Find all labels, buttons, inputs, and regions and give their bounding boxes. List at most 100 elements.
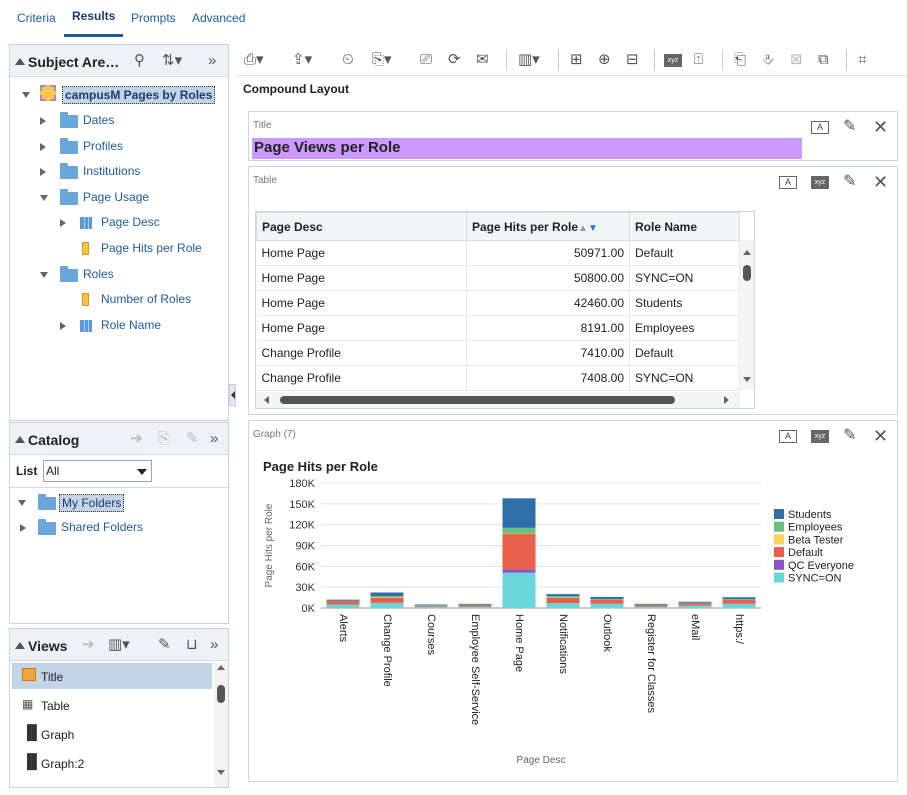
column-header-page-desc[interactable]: Page Desc xyxy=(256,212,467,241)
catalog-list-select[interactable]: All xyxy=(43,460,152,482)
x-tick-label: https:/ xyxy=(733,614,745,645)
subject-areas-title: Subject Are… xyxy=(28,54,120,70)
expand-icon[interactable] xyxy=(40,117,46,125)
edit-layout-icon[interactable]: ⎗ xyxy=(734,51,747,68)
expand-icon[interactable] xyxy=(20,524,26,532)
expand-menu-icon[interactable]: » xyxy=(210,636,219,653)
graph-settings-icon[interactable]: ⌗ xyxy=(858,51,867,68)
collapse-icon[interactable] xyxy=(40,272,48,278)
scroll-thumb[interactable] xyxy=(217,685,225,703)
export-icon[interactable]: ⇪▾ xyxy=(292,51,313,68)
refresh-icon[interactable]: ⟳ xyxy=(448,51,461,68)
xyz-icon[interactable]: xyz xyxy=(811,430,829,443)
print-icon[interactable]: ⎙▾ xyxy=(244,51,264,68)
search-icon[interactable]: ⚲ xyxy=(134,52,145,69)
table-horizontal-scrollbar[interactable] xyxy=(256,392,740,408)
pencil-icon[interactable]: ✎ xyxy=(158,636,171,653)
views-scrollbar[interactable] xyxy=(214,663,228,787)
collapse-icon[interactable] xyxy=(40,195,48,201)
collapse-icon[interactable] xyxy=(18,500,26,506)
scroll-up-icon[interactable] xyxy=(217,665,225,670)
table-cell: Home Page xyxy=(256,315,467,341)
combine-icon[interactable]: ⊕ xyxy=(598,51,611,68)
scroll-down-icon[interactable] xyxy=(217,770,225,775)
schedule-icon[interactable]: ⏲ xyxy=(342,51,354,68)
table-view-label: Table xyxy=(253,175,277,186)
expand-menu-icon[interactable]: » xyxy=(210,430,219,447)
x-tick-label: eMail xyxy=(689,614,701,640)
tab-criteria[interactable]: Criteria xyxy=(17,11,56,25)
format-container-icon[interactable]: A xyxy=(811,121,829,134)
pencil-icon[interactable]: ✎ xyxy=(843,173,857,190)
expand-icon[interactable] xyxy=(60,219,66,227)
format-container-icon[interactable]: A xyxy=(779,176,797,189)
bar-segment xyxy=(458,604,492,607)
column-header-page-hits[interactable]: Page Hits per Role▲▼ xyxy=(466,212,630,241)
properties-icon[interactable]: ⎀ xyxy=(762,51,775,68)
xyz-icon[interactable]: xyz xyxy=(664,54,682,67)
pencil-icon: ✎ xyxy=(186,430,199,447)
scroll-left-icon[interactable] xyxy=(264,396,269,404)
scroll-thumb[interactable] xyxy=(743,265,751,281)
expand-icon[interactable] xyxy=(40,168,46,176)
bar-segment xyxy=(502,533,536,570)
catalog-copy-icon: ⎘ xyxy=(158,430,171,447)
tab-prompts[interactable]: Prompts xyxy=(131,11,176,25)
delete-view-icon: ⊠ xyxy=(790,51,803,68)
move-view-icon[interactable]: ⧉ xyxy=(818,51,829,68)
expand-icon[interactable] xyxy=(60,322,66,330)
collapse-panel-icon[interactable] xyxy=(15,58,25,65)
y-tick-label: 120K xyxy=(289,520,315,532)
new-view-icon[interactable]: ▥▾ xyxy=(518,51,540,68)
scroll-right-icon[interactable] xyxy=(724,396,729,404)
legend-label: Employees xyxy=(788,522,843,534)
refresh-options-icon[interactable]: ⎚ xyxy=(420,51,433,68)
bar-segment xyxy=(590,599,624,604)
sort-text-icon[interactable]: ⍐ xyxy=(694,51,704,68)
bar-segment xyxy=(326,604,360,608)
close-icon[interactable]: ✕ xyxy=(873,172,889,192)
tab-advanced[interactable]: Advanced xyxy=(192,11,246,25)
bar-segment xyxy=(546,596,580,598)
hierarchy-column-icon xyxy=(80,217,92,229)
close-icon[interactable]: ✕ xyxy=(873,426,889,446)
sort-descending-icon[interactable]: ▼ xyxy=(587,222,598,234)
close-icon[interactable]: ✕ xyxy=(873,117,889,137)
scroll-down-icon[interactable] xyxy=(743,377,751,382)
catalog-my-folders[interactable]: My Folders xyxy=(18,493,218,513)
table-cell: 42460.00 xyxy=(466,290,630,316)
filter-print-icon[interactable]: ⎘▾ xyxy=(372,51,392,68)
tab-results[interactable]: Results xyxy=(72,9,116,23)
sort-ascending-icon[interactable]: ▲ xyxy=(578,222,588,234)
expand-icon[interactable] xyxy=(40,143,46,151)
pencil-icon[interactable]: ✎ xyxy=(843,427,857,444)
collapse-panel-icon[interactable] xyxy=(15,436,25,443)
subject-area-root[interactable]: campusM Pages by Roles xyxy=(22,85,222,105)
table-row: Home Page 50800.00 SYNC=ON xyxy=(256,265,740,291)
email-icon[interactable]: ✉ xyxy=(476,51,489,68)
collapse-icon[interactable] xyxy=(22,92,30,98)
compound-layout-title: Compound Layout xyxy=(243,82,349,96)
format-container-icon[interactable]: A xyxy=(779,430,797,443)
table-cell: Default xyxy=(629,240,740,266)
xyz-icon[interactable]: xyz xyxy=(811,176,829,189)
table-vertical-scrollbar[interactable] xyxy=(740,240,754,390)
scroll-thumb[interactable] xyxy=(280,396,675,404)
new-view-icon[interactable]: ▥▾ xyxy=(108,636,130,653)
calc-item-icon[interactable]: ⊟ xyxy=(626,51,639,68)
folder-icon xyxy=(60,266,78,282)
add-column-icon[interactable]: ⊞ xyxy=(570,51,583,68)
catalog-list-label: List xyxy=(16,464,38,478)
subject-area-root-label: campusM Pages by Roles xyxy=(62,86,216,104)
collapse-panel-icon[interactable] xyxy=(15,642,25,649)
pencil-icon[interactable]: ✎ xyxy=(843,118,857,135)
scroll-up-icon[interactable] xyxy=(743,250,751,255)
y-tick-label: 180K xyxy=(289,478,315,490)
column-header-role-name[interactable]: Role Name xyxy=(629,212,740,241)
graph-view-label: Graph (7) xyxy=(253,429,296,440)
rename-view-icon[interactable]: ⊔ xyxy=(186,636,198,653)
expand-menu-icon[interactable]: » xyxy=(208,52,217,69)
panel-splitter[interactable] xyxy=(229,384,236,406)
sort-icon[interactable]: ⇅▾ xyxy=(162,52,183,69)
tree-label: Role Name xyxy=(101,318,162,332)
